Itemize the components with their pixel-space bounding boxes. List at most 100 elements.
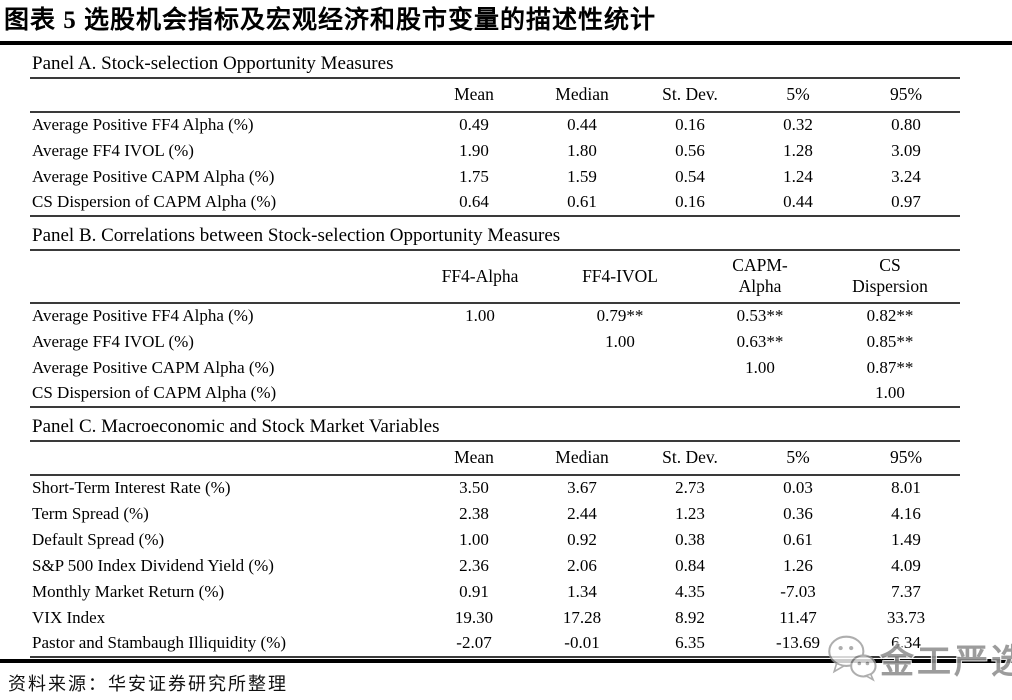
row-label: Average Positive CAPM Alpha (%) [32, 357, 275, 377]
cell: 2.06 [567, 555, 597, 575]
cell: 1.26 [783, 555, 813, 575]
cell: 0.54 [675, 166, 705, 186]
cell: 1.00 [820, 380, 960, 408]
cell: 1.00 [459, 529, 489, 549]
row-label: Short-Term Interest Rate (%) [32, 478, 231, 497]
table-row: Pastor and Stambaugh Illiquidity (%) -2.… [30, 630, 960, 658]
column-header-mean: Mean [420, 441, 528, 476]
cell: 1.00 [465, 306, 495, 325]
table-row: Short-Term Interest Rate (%) 3.50 3.67 2… [30, 475, 960, 501]
cell: 0.38 [675, 529, 705, 549]
cell: 2.36 [459, 555, 489, 575]
panel-c-title: Panel C. Macroeconomic and Stock Market … [30, 408, 960, 442]
cell: 0.32 [783, 115, 813, 134]
column-header-5pct: 5% [744, 441, 852, 476]
table-row: S&P 500 Index Dividend Yield (%) 2.36 2.… [30, 553, 960, 579]
column-header-median: Median [528, 78, 636, 113]
row-label: Average FF4 IVOL (%) [32, 140, 194, 160]
column-header-95pct: 95% [852, 441, 960, 476]
table-row: Default Spread (%) 1.00 0.92 0.38 0.61 1… [30, 527, 960, 553]
panel-b-table: FF4-Alpha FF4-IVOL CAPM- Alpha CS Disper… [30, 250, 960, 408]
column-header-cs-dispersion: CS Dispersion [820, 250, 960, 304]
row-label: Average Positive CAPM Alpha (%) [32, 166, 275, 186]
cell: 1.90 [459, 140, 489, 160]
cell: 0.63** [736, 331, 784, 351]
cell: 4.35 [675, 581, 705, 601]
cell: 4.09 [891, 555, 921, 575]
cell: 0.84 [675, 555, 705, 575]
panel-a-header-row: Mean Median St. Dev. 5% 95% [30, 78, 960, 113]
row-label: VIX Index [32, 607, 106, 627]
cell: 0.85** [866, 331, 914, 351]
panel-c-table: Mean Median St. Dev. 5% 95% Short-Term I… [30, 441, 960, 658]
cell: 6.35 [636, 630, 744, 658]
figure-body: Panel A. Stock-selection Opportunity Mea… [30, 45, 960, 658]
cell: 0.36 [783, 503, 813, 523]
column-header-5pct: 5% [744, 78, 852, 113]
figure-bottom-rule [0, 658, 1012, 663]
column-header-mean: Mean [420, 78, 528, 113]
column-header-ff4-alpha: FF4-Alpha [420, 250, 540, 304]
cell: 0.49 [459, 115, 489, 134]
cell: 7.37 [891, 581, 921, 601]
cell: 0.16 [675, 115, 705, 134]
empty-header-cell [30, 250, 420, 304]
row-label: Default Spread (%) [32, 529, 165, 549]
empty-header-cell [30, 78, 420, 113]
column-header-ff4-ivol: FF4-IVOL [540, 250, 700, 304]
cell: 2.38 [459, 503, 489, 523]
cell: 0.80 [891, 115, 921, 134]
cell: 0.92 [567, 529, 597, 549]
cell: 1.24 [783, 166, 813, 186]
table-row: Average Positive FF4 Alpha (%) 0.49 0.44… [30, 112, 960, 138]
cell: 0.61 [528, 189, 636, 217]
cell: -13.69 [744, 630, 852, 658]
panel-c-header-row: Mean Median St. Dev. 5% 95% [30, 441, 960, 476]
cell: 19.30 [454, 607, 494, 627]
row-label: Average Positive FF4 Alpha (%) [32, 115, 254, 134]
row-label: Monthly Market Return (%) [32, 581, 225, 601]
source-note: 资料来源：华安证券研究所整理 [8, 673, 288, 694]
column-header-stdev: St. Dev. [636, 441, 744, 476]
cell [540, 355, 700, 381]
row-label: Term Spread (%) [32, 503, 149, 523]
cell: 1.59 [567, 166, 597, 186]
cell: 0.56 [675, 140, 705, 160]
table-row: CS Dispersion of CAPM Alpha (%) 1.00 [30, 380, 960, 408]
cell: -2.07 [420, 630, 528, 658]
cell: 1.00 [745, 357, 775, 377]
cell: 0.16 [636, 189, 744, 217]
cell: 1.49 [891, 529, 921, 549]
cell: 0.82** [866, 306, 914, 325]
cell: 0.91 [459, 581, 489, 601]
cell: 0.03 [783, 478, 813, 497]
panel-b: Panel B. Correlations between Stock-sele… [30, 217, 960, 408]
cell: 2.44 [567, 503, 597, 523]
cell: 1.28 [783, 140, 813, 160]
cell: 0.53** [736, 306, 784, 325]
cell: 0.87** [866, 357, 914, 377]
panel-a: Panel A. Stock-selection Opportunity Mea… [30, 45, 960, 217]
cell: 0.64 [420, 189, 528, 217]
cell: 0.97 [852, 189, 960, 217]
row-label: CS Dispersion of CAPM Alpha (%) [30, 189, 420, 217]
row-label: Pastor and Stambaugh Illiquidity (%) [30, 630, 420, 658]
cell: 1.23 [675, 503, 705, 523]
cell: 1.34 [567, 581, 597, 601]
cell: 0.44 [744, 189, 852, 217]
cell [420, 380, 540, 408]
cell: 3.50 [459, 478, 489, 497]
table-row: VIX Index 19.30 17.28 8.92 11.47 33.73 [30, 605, 960, 631]
cell: 11.47 [779, 607, 817, 627]
table-row: Average Positive FF4 Alpha (%) 1.00 0.79… [30, 303, 960, 329]
cell: 3.67 [567, 478, 597, 497]
column-header-capm-alpha: CAPM- Alpha [700, 250, 820, 304]
cell: -0.01 [528, 630, 636, 658]
cell: 1.80 [567, 140, 597, 160]
cell: 2.73 [675, 478, 705, 497]
table-row: CS Dispersion of CAPM Alpha (%) 0.64 0.6… [30, 189, 960, 217]
cell: 0.44 [567, 115, 597, 134]
column-header-95pct: 95% [852, 78, 960, 113]
cell: 0.61 [783, 529, 813, 549]
